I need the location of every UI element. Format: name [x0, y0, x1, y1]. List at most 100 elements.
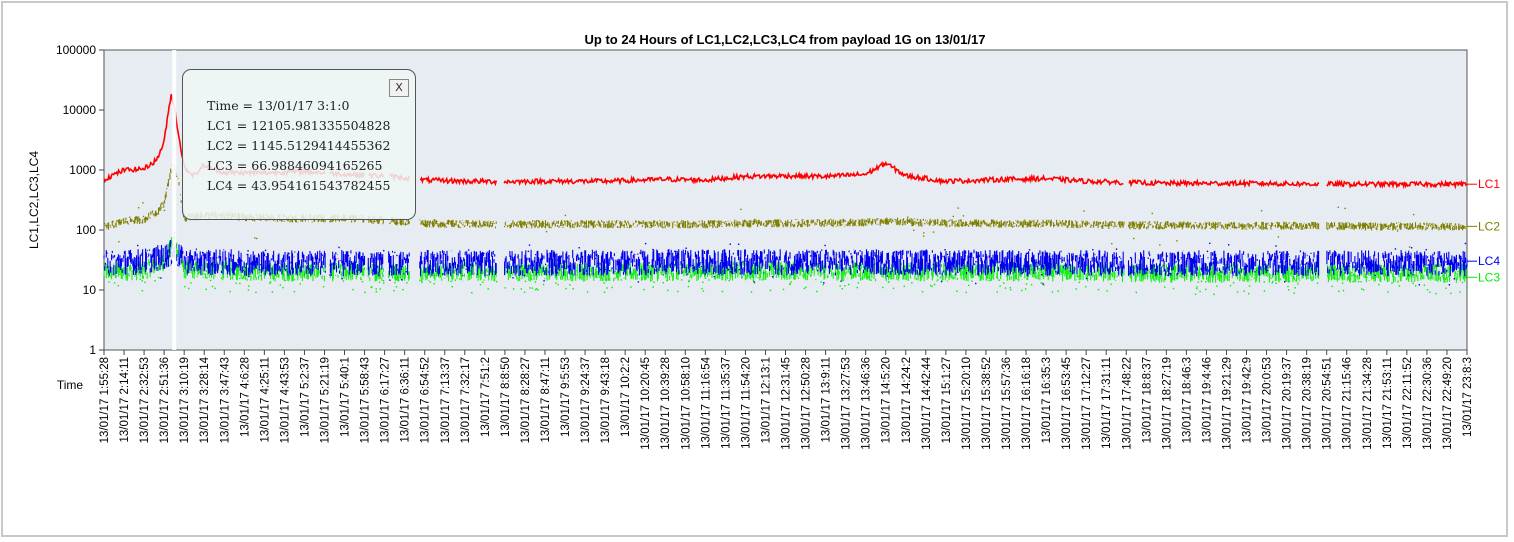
- x-tick-label: 13/01/17 18:27:19: [1161, 357, 1173, 450]
- series-lc3-point: [535, 288, 538, 290]
- series-lc3-point: [190, 282, 192, 284]
- series-lc3-point: [158, 276, 160, 279]
- series-lc4-point: [1388, 254, 1390, 256]
- series-lc3-point: [971, 280, 973, 282]
- series-lc4-point: [338, 246, 340, 249]
- series-lc3-point: [996, 291, 998, 293]
- series-lc3-point: [322, 286, 325, 288]
- series-lc2-point: [1337, 206, 1340, 209]
- series-lc3-point: [1021, 289, 1023, 292]
- x-tick-label: 13/01/17 2:14:11: [119, 357, 131, 442]
- series-lc4-point: [984, 258, 987, 261]
- x-tick-label: 13/01/17 2:51:36: [159, 357, 171, 443]
- series-lc2-point: [256, 237, 258, 240]
- x-tick-label: 13/01/17 2:32:53: [139, 357, 151, 443]
- series-lc4-point: [809, 255, 812, 257]
- x-tick-label: 13/01/17 12:13:1: [760, 357, 772, 443]
- x-tick-label: 13/01/17 3:47:43: [219, 357, 231, 443]
- series-lc3-point: [1352, 281, 1354, 283]
- x-tick-label: 13/01/17 7:51:2: [480, 357, 492, 437]
- y-tick-label: 10000: [63, 103, 97, 117]
- x-tick-label: 13/01/17 9:5:53: [560, 357, 572, 437]
- series-lc4-point: [1374, 274, 1376, 277]
- series-lc3-point: [1426, 289, 1429, 291]
- series-lc4-point: [1279, 251, 1281, 253]
- series-lc4-point: [1118, 256, 1121, 258]
- x-axis-label: Time: [57, 378, 84, 392]
- series-lc4-point: [1115, 248, 1118, 250]
- x-tick-label: 13/01/17 10:58:10: [680, 357, 692, 450]
- series-lc3-point: [209, 279, 212, 282]
- series-lc4-point: [509, 256, 512, 258]
- x-tick-label: 13/01/17 12:50:28: [801, 357, 813, 450]
- x-tick-label: 13/01/17 17:48:22: [1121, 357, 1133, 450]
- series-lc2-point: [912, 229, 915, 232]
- series-lc3-point: [933, 283, 936, 286]
- series-lc3-point: [1414, 285, 1417, 287]
- series-lc4-point: [1040, 273, 1043, 276]
- series-lc2-point: [957, 207, 959, 209]
- series-lc3-point: [1461, 281, 1464, 284]
- series-lc4-point: [1085, 277, 1088, 280]
- x-tick-label: 13/01/17 11:16:54: [700, 356, 712, 448]
- series-lc4-point: [771, 252, 774, 254]
- series-lc3-point: [557, 283, 559, 286]
- series-lc3-point: [841, 288, 843, 290]
- x-tick-label: 13/01/17 21:15:46: [1342, 357, 1354, 450]
- series-lc3-point: [342, 280, 345, 282]
- series-lc3-point: [892, 287, 895, 290]
- series-lc3-point: [479, 284, 482, 286]
- tooltip-lc1: LC1 = 12105.981335504828: [207, 118, 391, 133]
- x-tick-label: 13/01/17 22:11:52: [1402, 357, 1414, 449]
- series-lc3-point: [1412, 282, 1414, 285]
- x-tick-label: 13/01/17 4:43:53: [279, 357, 291, 443]
- x-tick-label: 13/01/17 5:2:37: [299, 357, 311, 437]
- series-lc3-point: [282, 286, 284, 289]
- series-lc3-point: [968, 284, 970, 287]
- series-lc3-point: [1041, 282, 1043, 284]
- series-lc2-point: [1254, 224, 1257, 226]
- series-lc3-point: [1135, 291, 1137, 294]
- series-lc4-point: [1440, 262, 1443, 264]
- series-lc4-point: [886, 275, 888, 277]
- series-lc3-point: [1423, 284, 1426, 286]
- series-lc4-point: [1275, 245, 1277, 247]
- x-tick-label: 13/01/17 14:42:44: [921, 356, 933, 449]
- x-tick-label: 13/01/17 11:54:20: [740, 357, 752, 449]
- series-lc3-point: [1248, 285, 1251, 287]
- x-tick-label: 13/01/17 14:5:20: [881, 357, 893, 443]
- series-lc3-point: [847, 283, 850, 286]
- series-lc3-point: [299, 283, 302, 285]
- series-lc3-point: [803, 287, 806, 290]
- series-lc3-point: [569, 284, 571, 286]
- series-lc3-point: [537, 289, 539, 291]
- series-lc3-point: [701, 287, 703, 290]
- x-tick-label: 13/01/17 17:12:27: [1081, 357, 1093, 450]
- series-lc3-point: [495, 280, 498, 283]
- series-lc3-point: [1263, 290, 1266, 292]
- series-lc4-point: [1081, 269, 1083, 271]
- x-tick-label: 13/01/17 8:47:11: [540, 357, 552, 442]
- x-tick-label: 13/01/17 11:35:37: [720, 357, 732, 449]
- series-lc3-point: [1361, 288, 1363, 290]
- series-lc4-point: [1464, 242, 1467, 245]
- series-lc4-point: [341, 278, 343, 280]
- series-lc3-point: [141, 279, 143, 282]
- x-tick-label: 13/01/17 13:27:53: [841, 357, 853, 450]
- series-lc3-point: [205, 288, 207, 291]
- series-lc3-point: [429, 281, 432, 283]
- series-lc3-point: [378, 281, 381, 283]
- y-tick-label: 100: [76, 223, 96, 237]
- series-lc4-point: [1042, 283, 1044, 285]
- series-lc3-point: [520, 288, 522, 290]
- series-lc3-point: [805, 286, 807, 288]
- x-tick-label: 13/01/17 13:46:36: [861, 357, 873, 450]
- series-lc4-point: [554, 265, 557, 267]
- tooltip-close-button[interactable]: X: [389, 79, 409, 97]
- series-lc4-point: [1460, 260, 1462, 262]
- tooltip-lc2: LC2 = 1145.5129414455362: [207, 138, 391, 153]
- x-tick-label: 13/01/17 18:46:3: [1181, 357, 1193, 443]
- series-lc2-point: [738, 221, 740, 223]
- series-lc3-point: [1078, 281, 1081, 284]
- series-lc3-point: [482, 281, 484, 283]
